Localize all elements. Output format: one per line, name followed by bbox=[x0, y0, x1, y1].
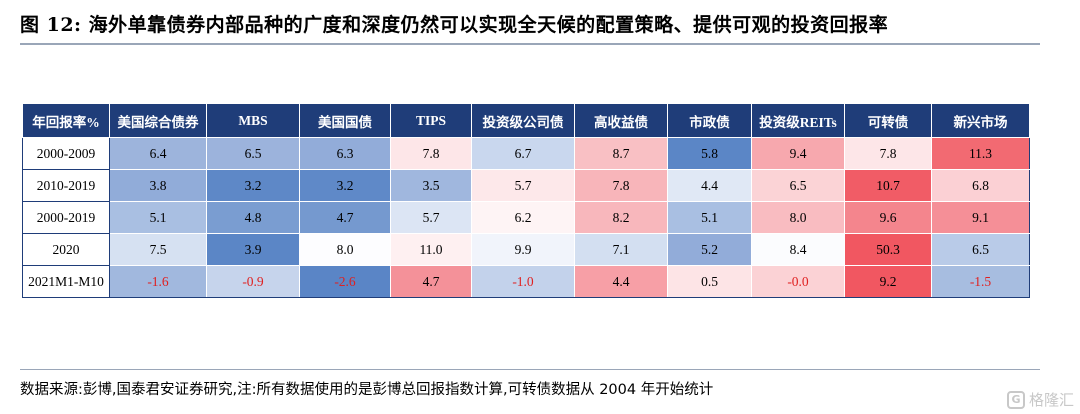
table-cell: -0.9 bbox=[206, 265, 300, 298]
table-cell: 7.8 bbox=[390, 137, 472, 170]
returns-table: 年回报率% 美国综合债券 MBS 美国国债 TIPS 投资级公司债 高收益债 市政债 投资级RE… bbox=[22, 103, 1030, 298]
table-cell: 4.7 bbox=[390, 265, 472, 298]
table-row: 2021M1-M10 -1.6 -0.9 -2.6 4.7 -1.0 4.4 0.5 -0.0 9… bbox=[22, 265, 1030, 298]
table-cell: 9.9 bbox=[471, 233, 575, 266]
column-header: 高收益债 bbox=[574, 103, 668, 138]
column-header: 市政债 bbox=[667, 103, 752, 138]
table-cell: 6.5 bbox=[751, 169, 845, 202]
table-cell: 5.2 bbox=[667, 233, 752, 266]
source-divider bbox=[20, 369, 1040, 370]
table-body: 2000-2009 6.4 6.5 6.3 7.8 6.7 8.7 5.8 9.4 7.8 11.3… bbox=[22, 137, 1030, 298]
source-note: 数据来源:彭博,国泰君安证券研究,注:所有数据使用的是彭博总回报指数计算,可转债… bbox=[20, 382, 714, 398]
table-cell: -0.0 bbox=[751, 265, 845, 298]
table-cell: 5.1 bbox=[109, 201, 207, 234]
table-cell: 11.0 bbox=[390, 233, 472, 266]
table-cell: 5.7 bbox=[390, 201, 472, 234]
table-cell: 6.5 bbox=[206, 137, 300, 170]
table-cell: 7.8 bbox=[574, 169, 668, 202]
table-cell: 5.1 bbox=[667, 201, 752, 234]
table-cell: 3.2 bbox=[206, 169, 300, 202]
column-header: MBS bbox=[206, 103, 300, 138]
row-label: 2000-2019 bbox=[22, 201, 110, 234]
row-label: 2020 bbox=[22, 233, 110, 266]
row-label: 2000-2009 bbox=[22, 137, 110, 170]
table-cell: -1.5 bbox=[931, 265, 1030, 298]
table-cell: 8.4 bbox=[751, 233, 845, 266]
row-label: 2021M1-M10 bbox=[22, 265, 110, 298]
title-divider bbox=[20, 43, 1040, 45]
table-cell: 50.3 bbox=[844, 233, 932, 266]
column-header: TIPS bbox=[390, 103, 472, 138]
table-row: 2010-2019 3.8 3.2 3.2 3.5 5.7 7.8 4.4 6.5 10.7 6.8 bbox=[22, 169, 1030, 202]
watermark-text: 格隆汇 bbox=[1028, 391, 1074, 409]
table-cell: 3.2 bbox=[299, 169, 391, 202]
table-cell: -1.0 bbox=[471, 265, 575, 298]
row-label: 2010-2019 bbox=[22, 169, 110, 202]
table-cell: 11.3 bbox=[931, 137, 1030, 170]
table-cell: 4.7 bbox=[299, 201, 391, 234]
table-row: 2000-2019 5.1 4.8 4.7 5.7 6.2 8.2 5.1 8.0 9.6 9.1 bbox=[22, 201, 1030, 234]
table-cell: 8.7 bbox=[574, 137, 668, 170]
table-header-row: 年回报率% 美国综合债券 MBS 美国国债 TIPS 投资级公司债 高收益债 市政债 投资级RE… bbox=[22, 103, 1030, 138]
table-cell: 4.4 bbox=[574, 265, 668, 298]
header-row-label: 年回报率% bbox=[22, 103, 110, 138]
table-cell: 7.8 bbox=[844, 137, 932, 170]
column-header: 美国国债 bbox=[299, 103, 391, 138]
table-cell: 8.2 bbox=[574, 201, 668, 234]
table-cell: 4.8 bbox=[206, 201, 300, 234]
table-cell: 9.6 bbox=[844, 201, 932, 234]
table-cell: 6.3 bbox=[299, 137, 391, 170]
watermark-logo-icon: G bbox=[1006, 390, 1025, 409]
table-cell: -2.6 bbox=[299, 265, 391, 298]
table-cell: 5.7 bbox=[471, 169, 575, 202]
column-header: 可转债 bbox=[844, 103, 932, 138]
table-cell: 3.8 bbox=[109, 169, 207, 202]
table-cell: 6.5 bbox=[931, 233, 1030, 266]
table-cell: 8.0 bbox=[299, 233, 391, 266]
column-header: 美国综合债券 bbox=[109, 103, 207, 138]
table-cell: 4.4 bbox=[667, 169, 752, 202]
table-cell: 6.4 bbox=[109, 137, 207, 170]
column-header: 新兴市场 bbox=[931, 103, 1030, 138]
table-cell: 7.1 bbox=[574, 233, 668, 266]
table-cell: 0.5 bbox=[667, 265, 752, 298]
table-cell: 8.0 bbox=[751, 201, 845, 234]
table-cell: 6.2 bbox=[471, 201, 575, 234]
table-cell: 3.5 bbox=[390, 169, 472, 202]
table-row: 2000-2009 6.4 6.5 6.3 7.8 6.7 8.7 5.8 9.4 7.8 11.3 bbox=[22, 137, 1030, 170]
column-header: 投资级公司债 bbox=[471, 103, 575, 138]
watermark: G 格隆汇 bbox=[1006, 389, 1074, 410]
table-cell: 6.7 bbox=[471, 137, 575, 170]
table-cell: 5.8 bbox=[667, 137, 752, 170]
table-cell: -1.6 bbox=[109, 265, 207, 298]
table-cell: 9.4 bbox=[751, 137, 845, 170]
table-cell: 3.9 bbox=[206, 233, 300, 266]
table-cell: 7.5 bbox=[109, 233, 207, 266]
column-header: 投资级REITs bbox=[751, 103, 845, 138]
figure-title: 图 12: 海外单靠债券内部品种的广度和深度仍然可以实现全天候的配置策略、提供可… bbox=[20, 14, 889, 36]
table-cell: 9.1 bbox=[931, 201, 1030, 234]
table-cell: 6.8 bbox=[931, 169, 1030, 202]
table-cell: 10.7 bbox=[844, 169, 932, 202]
table-cell: 9.2 bbox=[844, 265, 932, 298]
table-row: 2020 7.5 3.9 8.0 11.0 9.9 7.1 5.2 8.4 50.3 6.5 bbox=[22, 233, 1030, 266]
